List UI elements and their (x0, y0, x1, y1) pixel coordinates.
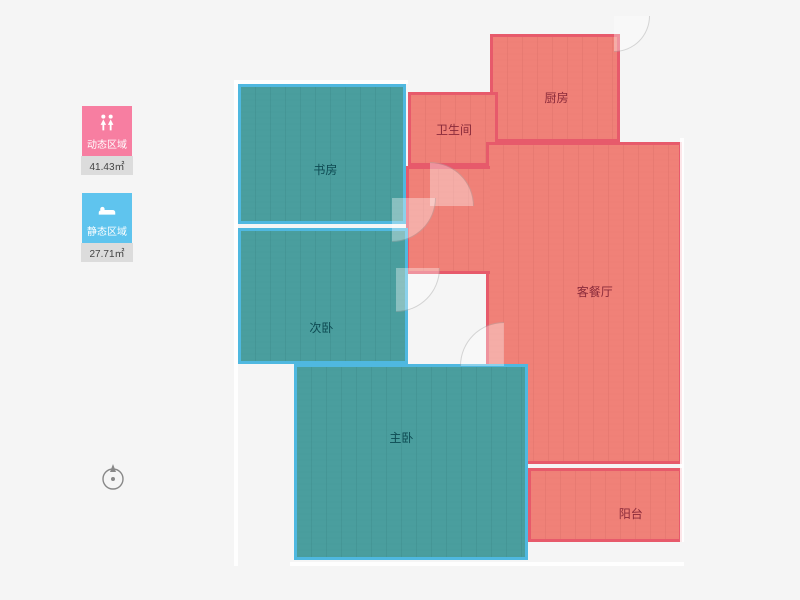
room-label-study: 书房 (313, 161, 337, 178)
room-balcony: 阳台 (528, 468, 682, 542)
room-secbed: 次卧 (238, 228, 408, 364)
room-label-master: 主卧 (389, 429, 413, 446)
legend-static: 静态区域 (82, 193, 132, 243)
legend: 动态区域 41.43㎡ 静态区域 27.71㎡ (78, 106, 136, 280)
wall (234, 80, 408, 84)
room-label-kitchen: 厨房 (545, 89, 569, 106)
floor-plan: 厨房卫生间客餐厅阳台 书房次卧主卧 (228, 22, 708, 578)
compass-icon (98, 462, 128, 492)
legend-dynamic: 动态区域 (82, 106, 132, 156)
people-icon (96, 112, 118, 134)
wall (680, 138, 684, 542)
wall (234, 80, 238, 566)
legend-static-value: 27.71㎡ (81, 243, 133, 262)
room-bathroom: 卫生间 (408, 92, 498, 166)
wall (290, 562, 684, 566)
room-label-balcony: 阳台 (619, 505, 643, 522)
legend-static-label: 静态区域 (87, 223, 127, 238)
room-kitchen: 厨房 (490, 34, 620, 142)
room-master: 主卧 (294, 364, 528, 560)
legend-dynamic-value: 41.43㎡ (81, 156, 133, 175)
sleep-icon (96, 199, 118, 221)
room-label-living: 客餐厅 (577, 283, 613, 300)
legend-dynamic-label: 动态区域 (87, 136, 127, 151)
room-label-secbed: 次卧 (309, 319, 333, 336)
room-study: 书房 (238, 84, 406, 224)
room-label-bathroom: 卫生间 (436, 121, 472, 138)
